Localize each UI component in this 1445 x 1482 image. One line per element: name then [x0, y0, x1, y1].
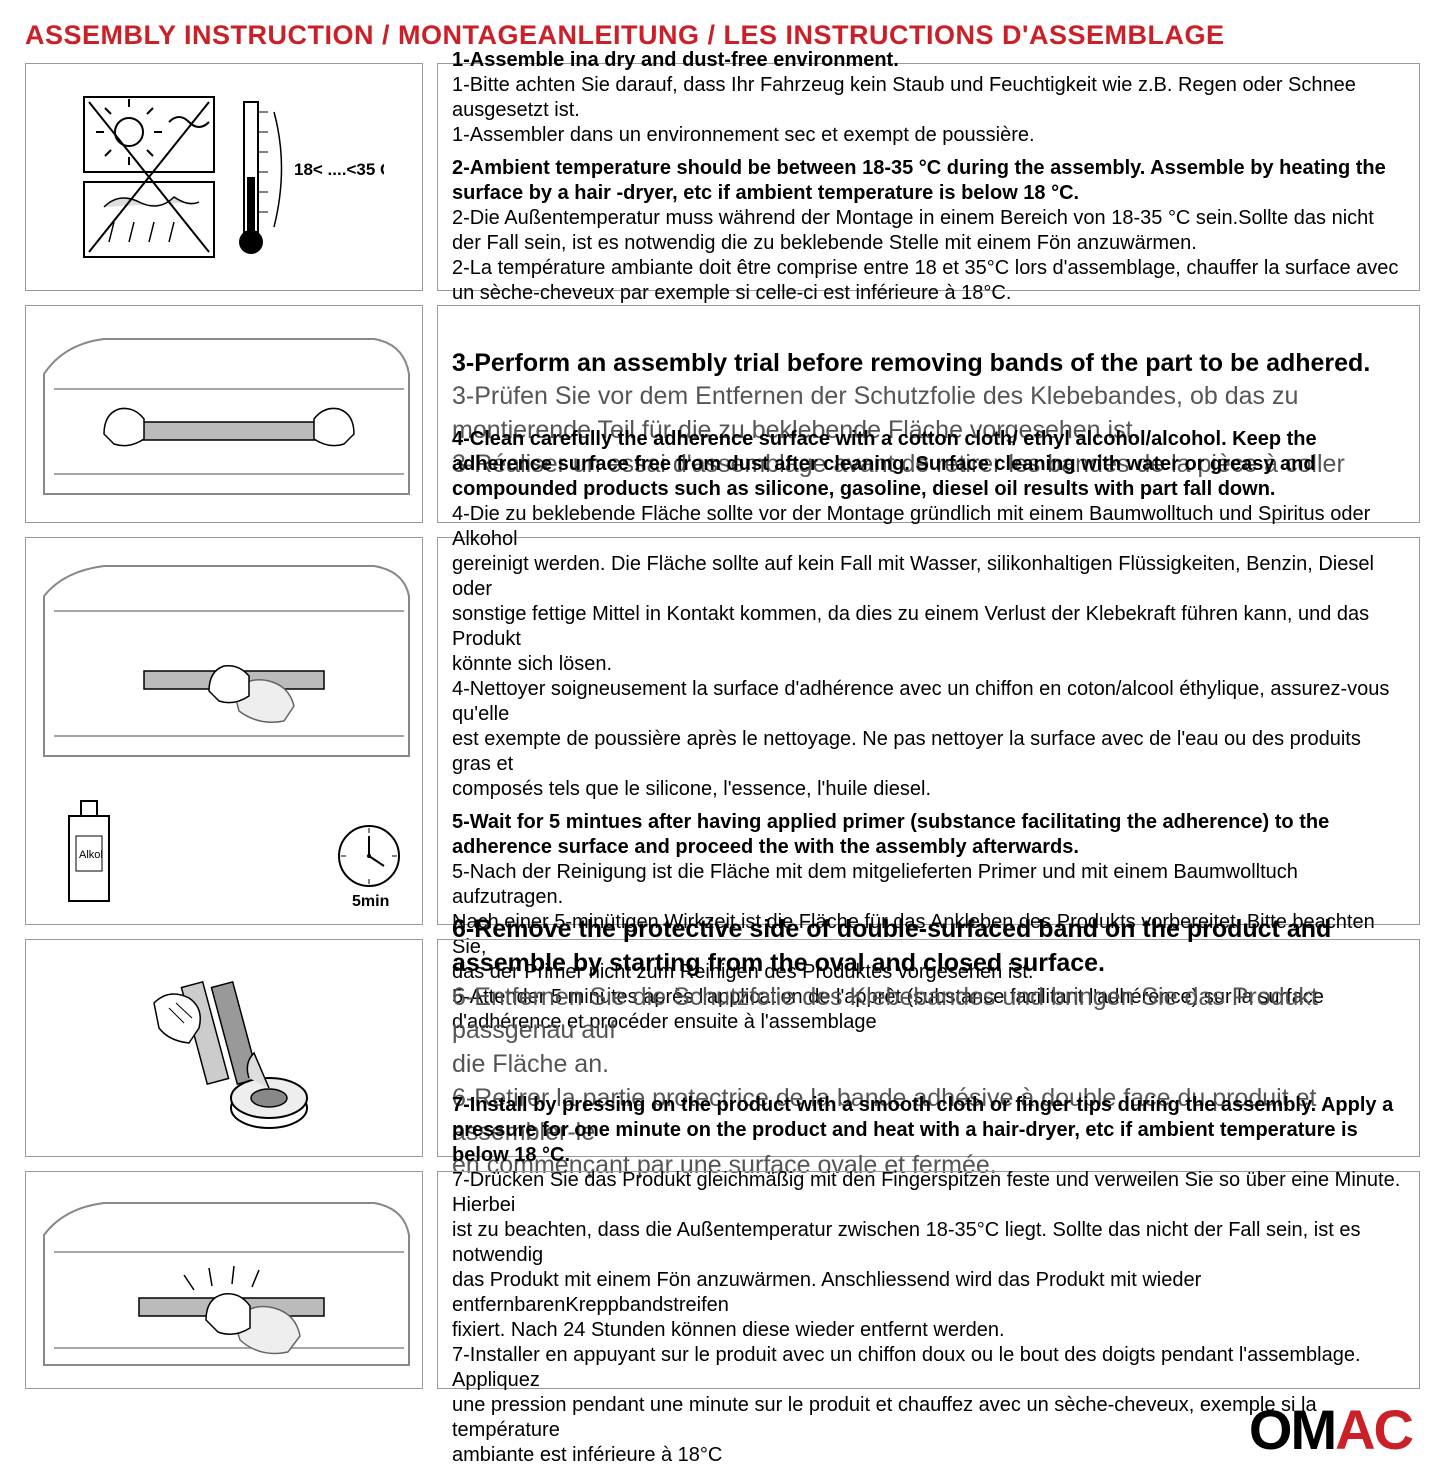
- step-4-de-3: sonstige fettige Mittel in Kontakt komme…: [452, 602, 1405, 652]
- step-3-de-1: 3-Prüfen Sie vor dem Entfernen der Schut…: [452, 380, 1405, 414]
- env-temp-icon: 18< ....<35 C: [64, 77, 384, 277]
- press-install-icon: [34, 1180, 414, 1380]
- step-6-de-2: die Fläche an.: [452, 1048, 1405, 1082]
- step-illustration-5: [25, 1171, 423, 1389]
- svg-text:18< ....<35 C: 18< ....<35 C: [294, 160, 384, 179]
- step-4-fr-2: est exempte de poussière après le nettoy…: [452, 727, 1405, 777]
- step-2-de-1: 2-Die Außentemperatur muss während der M…: [452, 206, 1405, 231]
- step-7-de-2: ist zu beachten, dass die Außentemperatu…: [452, 1218, 1405, 1268]
- step-2-de-2: der Fall sein, ist es notwendig die zu b…: [452, 231, 1405, 256]
- trial-fit-icon: [34, 314, 414, 514]
- step-2-fr-1: 2-La température ambiante doit être comp…: [452, 256, 1405, 281]
- step-7-en: 7-Install by pressing on the product wit…: [452, 1093, 1405, 1168]
- step-4-fr-3: composés tels que le silicone, l'essence…: [452, 777, 1405, 802]
- step-5-en: 5-Wait for 5 mintues after having applie…: [452, 810, 1405, 860]
- instruction-row-5: 7-Install by pressing on the product wit…: [25, 1171, 1420, 1389]
- step-2-fr-2: un sèche-cheveux par exemple si celle-ci…: [452, 281, 1405, 306]
- step-illustration-2: [25, 305, 423, 523]
- step-1-fr: 1-Assembler dans un environnement sec et…: [452, 123, 1405, 148]
- step-1-en: 1-Assemble ina dry and dust-free environ…: [452, 48, 1405, 73]
- peel-tape-icon: [94, 953, 354, 1143]
- step-text-3: 4-Clean carefully the adherence surface …: [437, 537, 1420, 925]
- step-6-en: 6-Remove the protective side of double-s…: [452, 913, 1405, 981]
- step-4-de-1: 4-Die zu beklebende Fläche sollte vor de…: [452, 502, 1405, 552]
- step-7-fr-1: 7-Installer en appuyant sur le produit a…: [452, 1343, 1405, 1393]
- step-5-de-1: 5-Nach der Reinigung ist die Fläche mit …: [452, 860, 1405, 910]
- step-2-en: 2-Ambient temperature should be between …: [452, 156, 1405, 206]
- step-7-de-3: das Produkt mit einem Fön anzuwärmen. An…: [452, 1268, 1405, 1318]
- step-text-1: 1-Assemble ina dry and dust-free environ…: [437, 63, 1420, 291]
- step-4-de-4: könnte sich lösen.: [452, 652, 1405, 677]
- step-7-de-1: 7-Drücken Sie das Produkt gleichmäßig mi…: [452, 1168, 1405, 1218]
- step-1-de: 1-Bitte achten Sie darauf, dass Ihr Fahr…: [452, 73, 1405, 123]
- logo-a: A: [1335, 1398, 1373, 1461]
- step-3-en: 3-Perform an assembly trial before remov…: [452, 347, 1405, 381]
- logo-c: C: [1374, 1398, 1412, 1461]
- step-7-de-4: fixiert. Nach 24 Stunden können diese wi…: [452, 1318, 1405, 1343]
- svg-text:Alkol: Alkol: [79, 849, 103, 861]
- step-6-de-1: 6-Entfernen Sie die Schutzfolie des Kleb…: [452, 981, 1405, 1049]
- instruction-row-3: Alkol 5min 4-Clean carefully the adheren…: [25, 537, 1420, 925]
- logo-o: O: [1249, 1398, 1291, 1461]
- step-illustration-1: 18< ....<35 C: [25, 63, 423, 291]
- clean-primer-icon: Alkol 5min: [34, 546, 414, 916]
- instruction-row-1: 18< ....<35 C 1-Assemble ina dry and dus…: [25, 63, 1420, 291]
- step-text-5: 7-Install by pressing on the product wit…: [437, 1171, 1420, 1389]
- step-4-de-2: gereinigt werden. Die Fläche sollte auf …: [452, 552, 1405, 602]
- logo-m: M: [1290, 1398, 1335, 1461]
- svg-text:5min: 5min: [352, 893, 389, 910]
- step-illustration-4: [25, 939, 423, 1157]
- page-title: ASSEMBLY INSTRUCTION / MONTAGEANLEITUNG …: [25, 20, 1420, 51]
- step-illustration-3: Alkol 5min: [25, 537, 423, 925]
- step-4-en: 4-Clean carefully the adherence surface …: [452, 427, 1405, 502]
- step-4-fr-1: 4-Nettoyer soigneusement la surface d'ad…: [452, 677, 1405, 727]
